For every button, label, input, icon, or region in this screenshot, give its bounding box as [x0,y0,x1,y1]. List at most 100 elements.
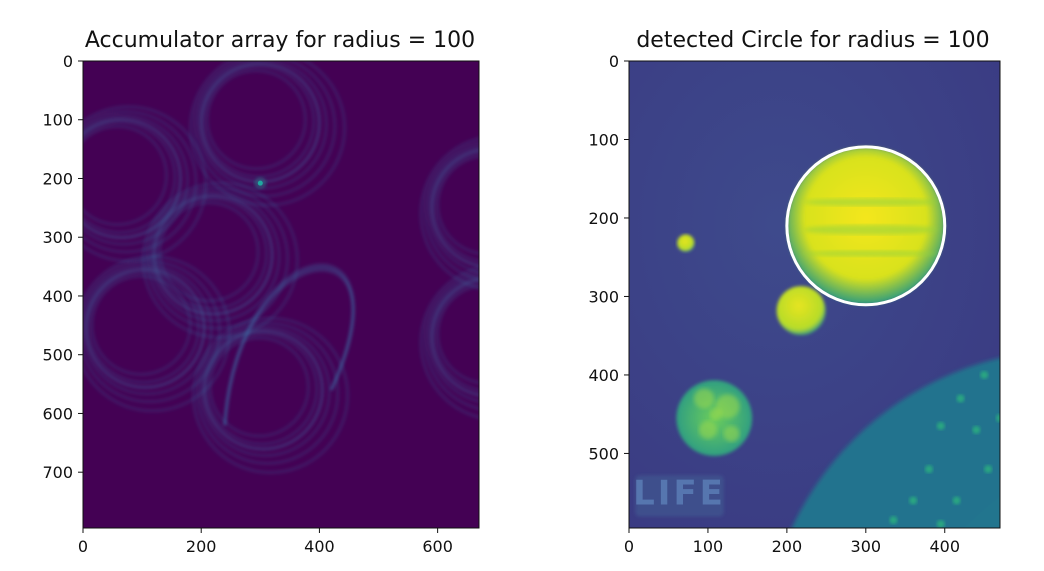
textured-moon-spot [723,425,740,442]
accumulator-ring-band [432,150,479,263]
accumulator-ring-band [152,194,274,316]
accumulator-y-tick: 700 [42,463,83,482]
accumulator-x-tick-label: 400 [304,537,335,556]
accumulator-y-tick: 500 [42,346,83,365]
textured-moon-spot [698,420,717,439]
detected-x-tick-label: 400 [929,537,960,556]
detected-x-tick-label: 100 [693,537,724,556]
accumulator-ring-band [208,336,310,438]
accumulator-ring-band [84,267,206,389]
detected-x-tick-label: 300 [851,537,882,556]
accumulator-ring-band [188,61,347,207]
accumulator-peak-dot [257,180,263,186]
detected-image: LIFE [629,61,1000,528]
accumulator-y-tick: 100 [42,111,83,130]
accumulator-ring-band [436,154,479,255]
accumulator-ring-band [423,270,479,411]
accumulator-ring-band [432,280,479,392]
life-stamp: LIFE [633,473,726,517]
accumulator-ring-band [423,141,479,281]
accumulator-y-tick-label: 0 [63,52,73,71]
accumulator-y-tick-label: 100 [42,111,73,130]
accumulator-x-tick: 0 [78,528,88,556]
accumulator-frame [82,60,480,529]
detected-y-tick: 200 [588,209,629,228]
life-stamp-text: LIFE [633,473,726,513]
textured-moon-spot [715,394,740,419]
accumulator-ring-band [202,329,324,451]
detected-x-axis: 0 100 200 300 400 [624,528,960,556]
accumulator-ring-band [436,284,479,385]
accumulator-ring-band [419,266,479,419]
accumulator-arc-band [223,263,355,426]
accumulator-x-tick-label: 0 [78,537,88,556]
corner-planet-spot [924,465,933,474]
detected-x-tick-label: 0 [624,537,634,556]
accumulator-x-tick: 200 [186,528,216,556]
textured-moon-spot [709,408,722,421]
detected-y-tick: 0 [609,52,629,71]
accumulator-ring-band [83,259,222,404]
accumulator-ring [191,316,350,474]
detected-y-tick: 100 [588,130,629,149]
detected-y-tick: 500 [588,444,629,463]
detected-y-tick-label: 300 [588,287,619,306]
accumulator-ring-band [83,124,169,227]
detected-x-tick: 100 [693,528,724,556]
accumulator-ring-band [83,117,183,240]
large-planet [786,146,945,305]
medium-moon [776,286,826,336]
accumulator-ring-band [83,120,177,234]
accumulator-ring-band [191,316,350,474]
detected-y-tick: 400 [588,366,629,385]
accumulator-y-tick-label: 200 [42,169,73,188]
accumulator-ring-band [430,277,479,397]
detected-circle [785,145,947,307]
accumulator-title: Accumulator array for radius = 100 [85,28,475,53]
accumulator-y-tick-label: 600 [42,404,73,423]
accumulator-background [83,61,479,528]
accumulator-ring [188,61,347,207]
accumulator-y-tick-label: 400 [42,287,73,306]
detected-x-tick: 200 [772,528,802,556]
accumulator-y-axis: 0 100 200 300 400 500 600 700 [42,52,83,482]
accumulator-y-tick: 300 [42,228,83,247]
detected-x-tick: 300 [851,528,882,556]
accumulator-ring-band [83,110,198,254]
corner-planet-spot [952,496,961,505]
detected-x-tick: 400 [929,528,960,556]
small-moon [677,234,695,252]
corner-planet-spot [909,496,918,505]
detected-y-axis: 0 100 200 300 400 500 [588,52,629,463]
large-planet-band [803,198,938,207]
accumulator-ring-band [427,145,479,274]
textured-moon-spot [693,388,714,409]
accumulator-y-tick: 400 [42,287,83,306]
accumulator-ring-band [86,270,201,384]
corner-planet-spot [956,394,965,403]
large-planet-band [803,250,938,257]
accumulator-panel: Accumulator array for radius = 100 0 200 4… [42,28,480,556]
accumulator-y-tick: 200 [42,169,83,188]
textured-moon [676,380,753,457]
detected-title: detected Circle for radius = 100 [636,28,989,53]
accumulator-ring-band [427,274,479,403]
accumulator-y-tick: 600 [42,404,83,423]
detected-y-tick: 300 [588,287,629,306]
accumulator-ring-band [430,148,479,268]
accumulator-ring [419,137,479,290]
accumulator-ring-band [83,114,190,246]
accumulator-ring-band [205,69,307,171]
corner-planet-spot [972,425,981,434]
corner-planet-spot [996,414,1000,423]
corner-planet-spot [936,421,945,430]
corner-planet-spot [980,370,989,379]
corner-planet-spot [936,520,945,528]
accumulator-ring-band [202,64,316,179]
accumulator-ring-band [205,332,319,446]
corner-planet-spot [984,465,993,474]
accumulator-peak [254,177,267,190]
accumulator-x-tick: 600 [422,528,453,556]
accumulator-x-tick: 400 [304,528,335,556]
